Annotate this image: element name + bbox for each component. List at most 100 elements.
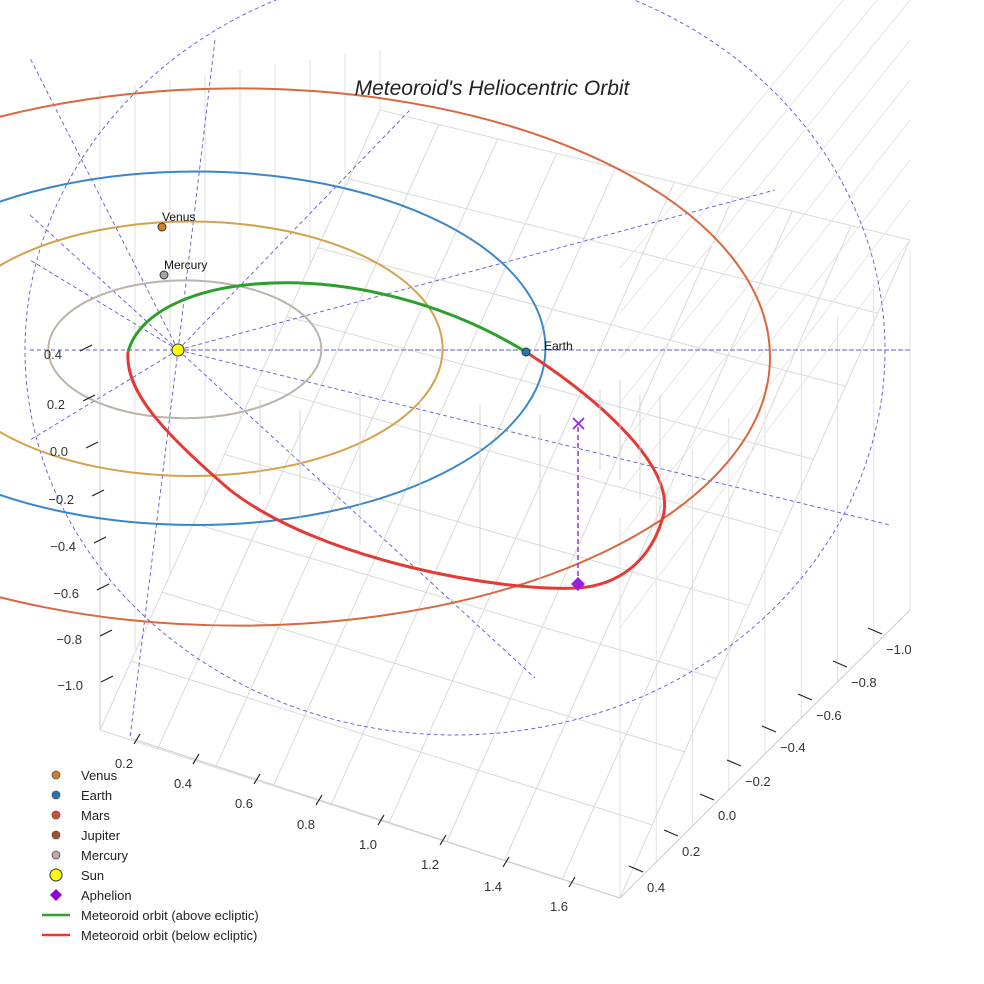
planet-label-earth: Earth bbox=[544, 339, 573, 353]
legend-label: Aphelion bbox=[81, 888, 132, 903]
y-tick-mark bbox=[797, 693, 813, 701]
grid-line bbox=[619, 0, 878, 314]
x-tick-mark bbox=[192, 753, 200, 765]
y-tick-mark bbox=[867, 627, 883, 635]
grid-line bbox=[224, 453, 750, 607]
planet-label-mercury: Mercury bbox=[164, 258, 207, 272]
grid-line bbox=[272, 153, 558, 787]
legend-item-meteoroid-orbit-below-ecliptic: Meteoroid orbit (below ecliptic) bbox=[42, 928, 257, 943]
grid-line bbox=[619, 159, 911, 539]
orbit-venus bbox=[0, 220, 444, 477]
grid-line bbox=[619, 0, 911, 359]
z-tick-mark bbox=[79, 344, 93, 352]
y-tick-label: −0.4 bbox=[780, 740, 806, 755]
orbits bbox=[0, 87, 771, 627]
z-tick-mark bbox=[100, 675, 114, 683]
y-tick-label: −0.8 bbox=[851, 675, 877, 690]
grid-line bbox=[215, 138, 499, 768]
orbit-earth bbox=[0, 170, 547, 526]
legend-label: Earth bbox=[81, 788, 112, 803]
aphelion-marker bbox=[571, 577, 585, 591]
planet-mercury bbox=[159, 270, 169, 280]
x-tick-label: 1.0 bbox=[359, 837, 377, 852]
legend-item-aphelion: Aphelion bbox=[50, 888, 132, 903]
planet-label-venus: Venus bbox=[162, 210, 195, 224]
y-tick-mark bbox=[726, 759, 742, 767]
legend-label: Mars bbox=[81, 808, 110, 823]
grid-line bbox=[619, 119, 911, 494]
ecliptic-ray bbox=[29, 214, 179, 351]
legend-marker bbox=[49, 868, 63, 882]
legend-marker bbox=[51, 850, 61, 860]
z-tick-label: −0.2 bbox=[48, 492, 74, 507]
grid-line bbox=[379, 109, 911, 241]
z-tick-label: 0.0 bbox=[50, 444, 68, 459]
legend-marker bbox=[51, 830, 61, 840]
grid-line bbox=[157, 124, 440, 749]
grid bbox=[99, 0, 911, 899]
ecliptic-ray bbox=[129, 349, 179, 739]
orbit-mercury bbox=[47, 279, 323, 420]
y-tick-mark bbox=[832, 660, 848, 668]
legend-marker bbox=[51, 770, 61, 780]
ecliptic-ray bbox=[177, 349, 891, 526]
z-tick-mark bbox=[99, 629, 113, 637]
grid-line bbox=[446, 196, 734, 843]
planet-venus bbox=[157, 222, 167, 232]
x-tick-label: 0.8 bbox=[297, 817, 315, 832]
ecliptic-ray bbox=[29, 349, 179, 441]
x-tick-mark bbox=[377, 814, 385, 826]
grid-line bbox=[388, 182, 675, 824]
legend-item-sun: Sun bbox=[49, 868, 104, 883]
legend-label: Sun bbox=[81, 868, 104, 883]
ecliptic-ray bbox=[177, 109, 411, 351]
orbit-mars bbox=[0, 87, 771, 627]
x-tick-label: 1.2 bbox=[421, 857, 439, 872]
x-tick-label: 1.4 bbox=[484, 879, 502, 894]
y-tick-label: 0.0 bbox=[718, 808, 736, 823]
pane-edge bbox=[129, 609, 911, 899]
meteoroid-orbit-below bbox=[126, 350, 666, 590]
legend-label: Venus bbox=[81, 768, 118, 783]
z-tick-mark bbox=[96, 583, 110, 591]
meteoroid-orbit-above bbox=[126, 281, 527, 354]
legend-marker bbox=[51, 810, 61, 820]
x-tick-label: 0.4 bbox=[174, 776, 192, 791]
grid-line bbox=[561, 225, 852, 880]
grid-line bbox=[619, 39, 911, 404]
ecliptic-boundary bbox=[24, 0, 886, 736]
chart-title: Meteoroid's Heliocentric Orbit bbox=[355, 77, 631, 100]
ecliptic-ray bbox=[29, 57, 179, 351]
x-tick-mark bbox=[439, 834, 447, 846]
legend-item-jupiter: Jupiter bbox=[51, 828, 121, 843]
planet-earth bbox=[521, 347, 531, 357]
x-tick-mark bbox=[133, 733, 141, 745]
x-tick-label: 1.6 bbox=[550, 899, 568, 914]
grid-line bbox=[193, 522, 717, 680]
grid-line bbox=[130, 660, 653, 826]
x-tick-mark bbox=[253, 773, 261, 785]
ecliptic-guides bbox=[24, 0, 910, 739]
y-tick-label: −0.2 bbox=[745, 774, 771, 789]
grid-line bbox=[619, 79, 911, 449]
sun-marker bbox=[171, 343, 185, 357]
y-tick-mark bbox=[663, 829, 679, 837]
grid-line bbox=[317, 247, 846, 387]
y-tick-mark bbox=[699, 793, 715, 801]
z-tick-mark bbox=[91, 489, 105, 497]
x-tick-mark bbox=[568, 876, 576, 888]
ecliptic-ray bbox=[29, 259, 179, 351]
z-tick-mark bbox=[93, 536, 107, 544]
legend-item-mars: Mars bbox=[51, 808, 110, 823]
z-tick-label: −0.8 bbox=[56, 632, 82, 647]
axis-ticks: 0.4 0.2 0.0 −0.2 −0.4 −0.6 −0.8 −1.0 0.2 0.4 0.6 0.… bbox=[44, 344, 912, 914]
grid-line bbox=[255, 385, 782, 533]
z-tick-label: −0.4 bbox=[50, 539, 76, 554]
grid-line bbox=[503, 210, 793, 861]
legend-item-mercury: Mercury bbox=[51, 848, 128, 863]
grid-line bbox=[330, 167, 617, 805]
grid-line bbox=[348, 178, 878, 314]
aphelion-projection-marker bbox=[572, 417, 585, 430]
legend-marker bbox=[51, 790, 61, 800]
